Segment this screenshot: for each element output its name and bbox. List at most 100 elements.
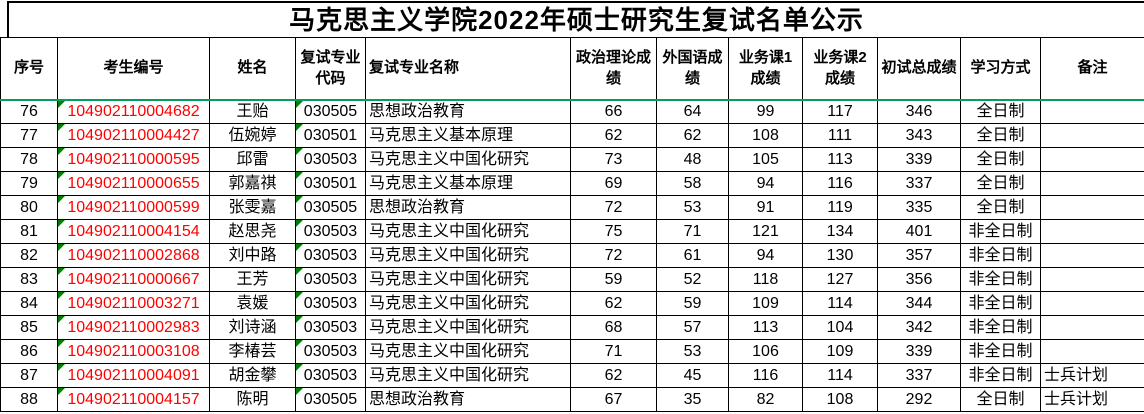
table-row: 80 104902110000599 张雯嘉 030505 思想政治教育 72 53 91 11… (0, 195, 1144, 220)
cell-name: 王芳 (209, 267, 296, 292)
cell-politics-score: 59 (570, 267, 657, 292)
cell-name: 邱雷 (209, 147, 296, 172)
cell-major-name: 马克思主义基本原理 (365, 123, 571, 148)
cell-major-name: 思想政治教育 (365, 195, 571, 220)
cell-foreign-lang-score: 52 (656, 267, 729, 292)
cell-flag-icon (296, 316, 303, 323)
cell-study-mode: 非全日制 (960, 339, 1041, 364)
cell-politics-score: 68 (570, 315, 657, 340)
cell-initial-total-score: 292 (877, 387, 961, 412)
cell-candidate-no: 104902110003271 (57, 291, 210, 316)
cell-major-name: 马克思主义中国化研究 (365, 243, 571, 268)
cell-candidate-no: 104902110004091 (57, 363, 210, 388)
cell-major-code: 030503 (295, 315, 366, 340)
cell-candidate-no: 104902110004682 (57, 98, 210, 124)
cell-major-name: 马克思主义中国化研究 (365, 291, 571, 316)
cell-course1-score: 116 (728, 363, 803, 388)
cell-politics-score: 62 (570, 363, 657, 388)
header-row: 序号 考生编号 姓名 复试专业代码 复试专业名称 政治理论成绩 外国语成绩 业务课1成绩 业务课… (0, 37, 1144, 100)
title-cell: 马克思主义学院2022年硕士研究生复试名单公示 (7, 1, 1144, 37)
cell-major-name: 思想政治教育 (365, 98, 571, 124)
cell-candidate-no: 104902110002983 (57, 315, 210, 340)
cell-course2-score: 111 (802, 123, 878, 148)
cell-major-name: 马克思主义中国化研究 (365, 147, 571, 172)
cell-remarks (1040, 243, 1144, 268)
cell-major-code: 030503 (295, 267, 366, 292)
cell-remarks (1040, 147, 1144, 172)
title-row: 马克思主义学院2022年硕士研究生复试名单公示 (0, 0, 1144, 37)
cell-study-mode: 非全日制 (960, 267, 1041, 292)
cell-flag-icon (296, 148, 303, 155)
cell-initial-total-score: 339 (877, 147, 961, 172)
table-body: 76 104902110004682 王贻 030505 思想政治教育 66 64 99 117… (0, 98, 1144, 412)
cell-study-mode: 全日制 (960, 147, 1041, 172)
cell-index: 84 (0, 291, 58, 316)
col-header-index: 序号 (0, 37, 58, 100)
cell-candidate-no: 104902110004427 (57, 123, 210, 148)
cell-major-code: 030503 (295, 363, 366, 388)
table-row: 77 104902110004427 伍婉婷 030501 马克思主义基本原理 62 62 1… (0, 123, 1144, 148)
cell-course1-score: 109 (728, 291, 803, 316)
cell-course2-score: 116 (802, 171, 878, 196)
cell-major-name: 马克思主义中国化研究 (365, 219, 571, 244)
cell-remarks: 士兵计划 (1040, 387, 1144, 412)
cell-flag-icon (58, 244, 65, 251)
table-row: 78 104902110000595 邱雷 030503 马克思主义中国化研究 73 48 1… (0, 147, 1144, 172)
cell-major-code: 030503 (295, 219, 366, 244)
cell-politics-score: 62 (570, 123, 657, 148)
cell-flag-icon (58, 268, 65, 275)
cell-course2-score: 134 (802, 219, 878, 244)
cell-flag-icon (58, 148, 65, 155)
cell-flag-icon (296, 340, 303, 347)
cell-initial-total-score: 357 (877, 243, 961, 268)
cell-name: 刘中路 (209, 243, 296, 268)
page-title: 马克思主义学院2022年硕士研究生复试名单公示 (289, 5, 864, 35)
cell-course2-score: 117 (802, 98, 878, 124)
cell-flag-icon (58, 292, 65, 299)
cell-candidate-no: 104902110000667 (57, 267, 210, 292)
cell-course1-score: 105 (728, 147, 803, 172)
cell-course2-score: 114 (802, 291, 878, 316)
cell-candidate-no: 104902110000595 (57, 147, 210, 172)
cell-initial-total-score: 344 (877, 291, 961, 316)
cell-index: 77 (0, 123, 58, 148)
cell-politics-score: 62 (570, 291, 657, 316)
cell-course2-score: 109 (802, 339, 878, 364)
table-row: 87 104902110004091 胡金攀 030503 马克思主义中国化研究 62 45… (0, 363, 1144, 388)
cell-name: 袁媛 (209, 291, 296, 316)
cell-flag-icon (58, 220, 65, 227)
cell-major-name: 马克思主义中国化研究 (365, 339, 571, 364)
cell-remarks (1040, 267, 1144, 292)
cell-major-name: 马克思主义中国化研究 (365, 363, 571, 388)
cell-course2-score: 113 (802, 147, 878, 172)
cell-flag-icon (296, 388, 303, 395)
cell-name: 刘诗涵 (209, 315, 296, 340)
cell-study-mode: 全日制 (960, 195, 1041, 220)
col-header-major-name: 复试专业名称 (365, 37, 571, 100)
cell-foreign-lang-score: 62 (656, 123, 729, 148)
cell-course1-score: 121 (728, 219, 803, 244)
cell-foreign-lang-score: 53 (656, 339, 729, 364)
cell-course1-score: 94 (728, 243, 803, 268)
cell-study-mode: 非全日制 (960, 363, 1041, 388)
cell-initial-total-score: 342 (877, 315, 961, 340)
cell-study-mode: 非全日制 (960, 291, 1041, 316)
cell-course2-score: 130 (802, 243, 878, 268)
col-header-course1-score: 业务课1成绩 (728, 37, 803, 100)
cell-flag-icon (296, 292, 303, 299)
cell-major-code: 030505 (295, 195, 366, 220)
cell-initial-total-score: 401 (877, 219, 961, 244)
cell-study-mode: 全日制 (960, 387, 1041, 412)
cell-flag-icon (58, 388, 65, 395)
cell-course1-score: 108 (728, 123, 803, 148)
cell-politics-score: 73 (570, 147, 657, 172)
table-row: 85 104902110002983 刘诗涵 030503 马克思主义中国化研究 68 57… (0, 315, 1144, 340)
cell-candidate-no: 104902110004157 (57, 387, 210, 412)
cell-remarks (1040, 195, 1144, 220)
col-header-course2-score: 业务课2成绩 (802, 37, 878, 100)
cell-politics-score: 66 (570, 98, 657, 124)
cell-major-code: 030501 (295, 171, 366, 196)
cell-initial-total-score: 346 (877, 98, 961, 124)
cell-name: 王贻 (209, 98, 296, 124)
